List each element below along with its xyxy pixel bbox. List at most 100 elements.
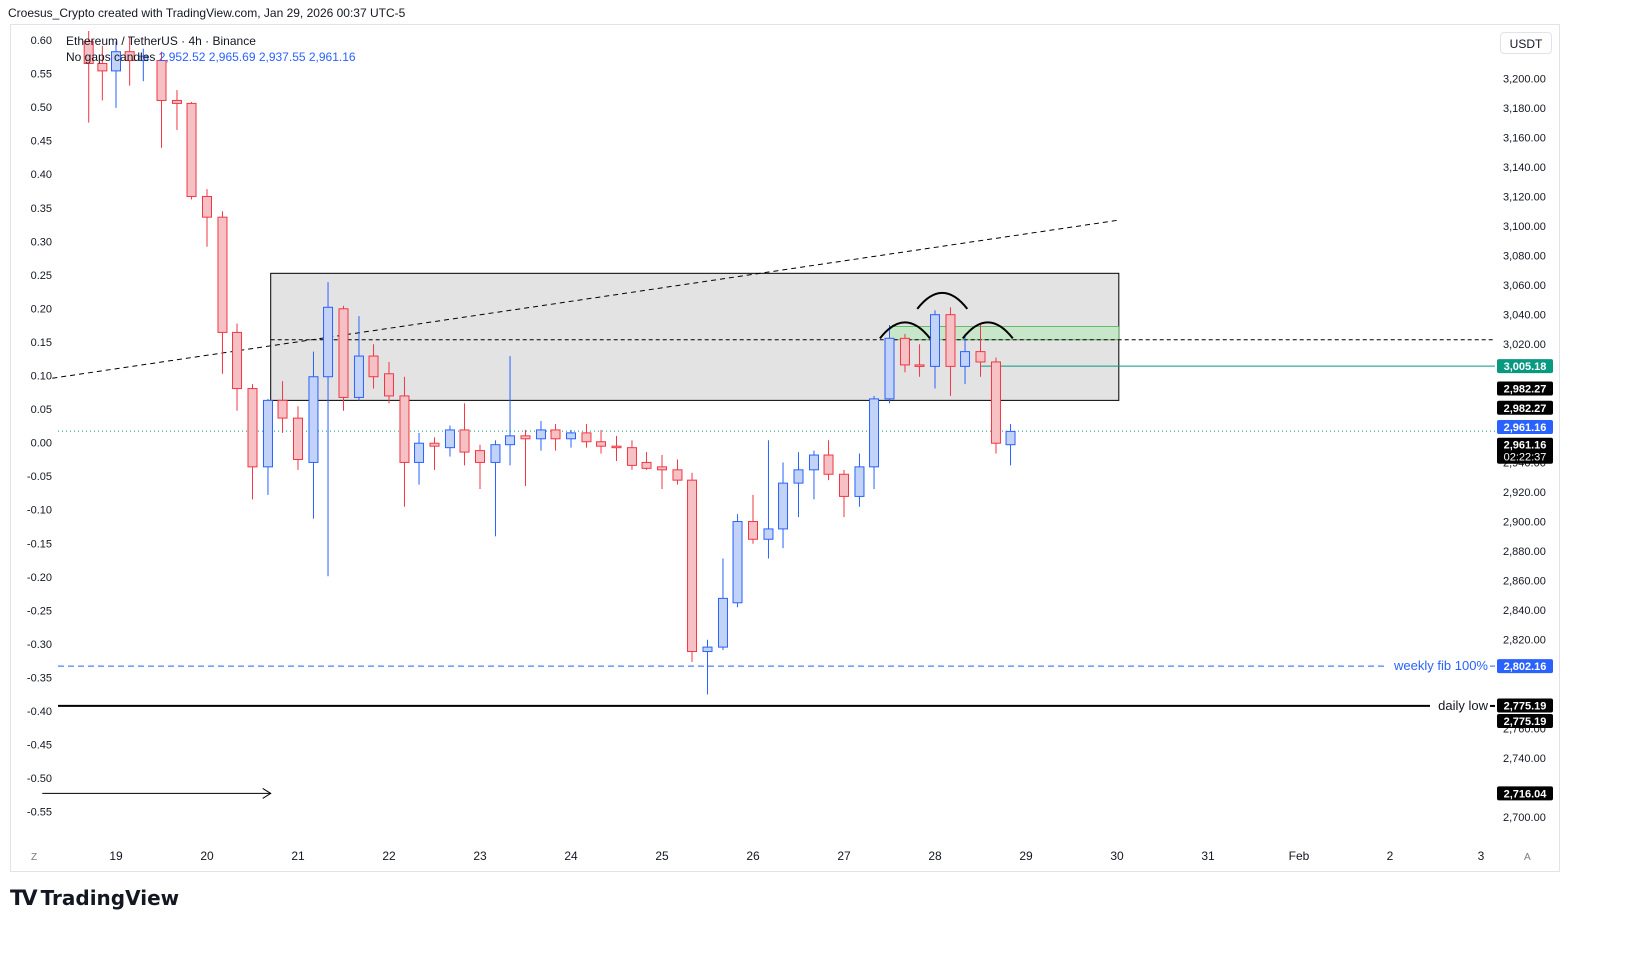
candle-body — [869, 398, 880, 468]
candle-body — [778, 482, 789, 530]
price-tag — [1497, 419, 1553, 434]
candle-body — [490, 444, 501, 463]
left-axis-tick-label: -0.05 — [27, 471, 52, 483]
candle-body — [262, 399, 273, 468]
candle-body — [793, 469, 804, 484]
candle-body — [505, 435, 516, 446]
candle-body — [641, 461, 652, 469]
price-tag-label: 3,005.18 — [1504, 361, 1547, 373]
auto-scale-button[interactable]: A — [1524, 852, 1531, 863]
right-axis-tick-label: 3,040.00 — [1503, 310, 1546, 322]
left-axis-tick-label: -0.10 — [27, 505, 52, 517]
left-axis-tick-label: 0.45 — [31, 136, 52, 148]
x-axis-tick-label: 3 — [1478, 849, 1485, 863]
price-tag — [1497, 437, 1553, 464]
candle-body — [930, 314, 940, 367]
right-axis-tick-label: 3,100.00 — [1503, 221, 1546, 233]
candle-body — [338, 308, 349, 398]
right-axis-tick-label: 3,180.00 — [1503, 103, 1546, 115]
x-axis-tick-label: 30 — [1110, 849, 1124, 863]
candle-body — [884, 337, 895, 400]
candle-body — [914, 364, 925, 367]
left-axis-tick-label: 0.15 — [31, 337, 52, 349]
x-axis-tick-label: 24 — [564, 849, 578, 863]
x-axis-tick-label: 25 — [655, 849, 669, 863]
candle-body — [748, 521, 758, 540]
candle-body — [475, 450, 485, 463]
chart-attribution: Croesus_Crypto created with TradingView.… — [8, 6, 406, 20]
right-axis-tick-label: 3,060.00 — [1503, 280, 1546, 292]
candle-body — [687, 479, 698, 653]
candle-body — [232, 331, 243, 390]
left-axis-tick-label: 0.35 — [31, 203, 52, 215]
candle-body — [202, 195, 212, 218]
left-axis-tick-label: -0.25 — [27, 605, 52, 617]
price-tag-label: 2,716.04 — [1504, 788, 1548, 800]
left-axis-tick-label: 0.25 — [31, 270, 52, 282]
price-tag-label: 2,961.16 — [1504, 440, 1547, 452]
left-axis-tick-label: -0.55 — [27, 807, 52, 819]
right-axis-tick-label: 3,200.00 — [1503, 73, 1546, 85]
candle-body — [156, 60, 167, 101]
right-axis-tick-label: 3,120.00 — [1503, 191, 1546, 203]
footer-brand: TV TradingView — [10, 886, 179, 910]
x-axis-tick-label: 2 — [1387, 849, 1394, 863]
price-tag — [1497, 659, 1553, 674]
tradingview-logo-icon: TV — [10, 886, 38, 910]
candle-body — [459, 429, 470, 453]
right-axis-tick-label: 3,140.00 — [1503, 162, 1546, 174]
price-tag-label: 2,961.16 — [1504, 422, 1547, 434]
right-axis-tick-label: 2,840.00 — [1503, 605, 1546, 617]
legend-title: Ethereum / TetherUS · 4h · Binance — [66, 34, 256, 48]
candle-body — [399, 395, 410, 463]
price-tag — [1497, 359, 1553, 374]
right-axis-tick-label: 2,880.00 — [1503, 546, 1546, 558]
zoom-reset-button[interactable]: Z — [31, 852, 38, 863]
right-axis-tick-label: 2,820.00 — [1503, 635, 1546, 647]
price-tag — [1497, 786, 1553, 801]
candle-body — [672, 469, 683, 481]
left-axis-tick-label: -0.45 — [27, 740, 52, 752]
price-tag — [1497, 698, 1553, 713]
candle-body — [702, 646, 713, 653]
left-axis-tick-label: 0.10 — [31, 371, 52, 383]
candle-body — [596, 441, 607, 447]
candle-body — [138, 55, 149, 62]
pattern-arc — [916, 292, 969, 310]
left-axis-tick-label: 0.60 — [31, 35, 52, 47]
candle-body — [429, 442, 440, 447]
left-axis-tick-label: -0.20 — [27, 572, 52, 584]
candle-body — [990, 361, 1001, 444]
chart-frame — [10, 24, 1560, 872]
candle-body — [171, 99, 182, 104]
candle-body — [611, 445, 622, 449]
right-axis-tick-label: 2,740.00 — [1503, 753, 1546, 765]
candle-body — [186, 102, 197, 197]
x-axis-tick-label: 22 — [382, 849, 396, 863]
candle-body — [277, 399, 288, 419]
candle-body — [323, 306, 334, 378]
right-axis-tick-label: 2,700.00 — [1503, 812, 1546, 824]
left-axis-tick-label: -0.30 — [27, 639, 52, 651]
x-axis-tick-label: 26 — [746, 849, 760, 863]
price-tag-label: 2,775.19 — [1504, 700, 1547, 712]
left-axis-tick-label: -0.50 — [27, 773, 52, 785]
candle-body — [308, 376, 319, 463]
candle-body — [384, 373, 394, 397]
candle-body — [217, 216, 228, 333]
candle-body — [626, 447, 637, 466]
x-axis-tick-label: 19 — [109, 849, 123, 863]
price-unit-button[interactable]: USDT — [1500, 32, 1552, 54]
right-axis-tick-label: 3,080.00 — [1503, 251, 1546, 263]
candle-body — [581, 432, 592, 443]
price-tag — [1497, 400, 1553, 415]
left-axis-tick-label: 0.05 — [31, 404, 52, 416]
candle-body — [535, 429, 546, 440]
candle-body — [839, 473, 849, 497]
price-tag-label: 2,775.19 — [1504, 716, 1547, 728]
candle-body — [520, 435, 531, 440]
candle-body — [566, 432, 576, 440]
candle-body — [247, 388, 258, 468]
candle-body — [945, 314, 956, 367]
